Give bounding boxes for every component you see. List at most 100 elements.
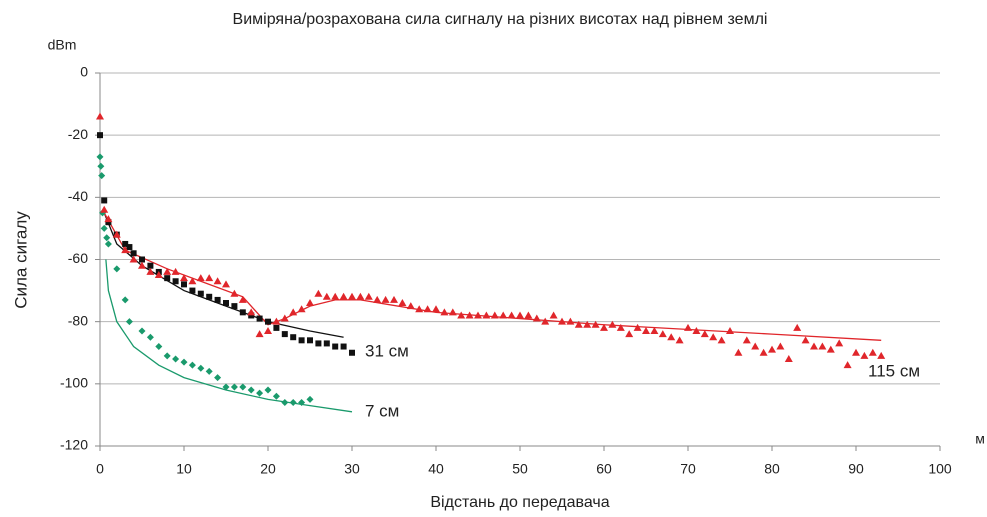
point [675,336,684,344]
point [298,398,306,406]
point [126,244,133,251]
point [97,162,105,170]
point [214,296,221,303]
point [415,305,424,313]
point [877,351,886,359]
point [197,364,205,372]
point [189,287,196,294]
point [684,323,692,331]
point [125,318,133,326]
point [138,327,146,335]
point [256,315,263,322]
point [348,292,356,300]
point [180,274,188,282]
point [281,398,289,406]
point [726,326,734,334]
point [322,292,331,300]
point [826,345,835,353]
point [100,224,108,232]
point [306,395,314,403]
point [331,292,340,300]
series-label: 31 см [365,341,409,360]
point [507,311,516,319]
point [96,153,104,161]
point [314,289,323,297]
point [289,308,298,316]
point [103,234,111,242]
point [265,318,271,325]
point [122,240,129,247]
x-tick-label: 20 [260,461,276,477]
y-unit: dBm [48,37,77,53]
point [339,292,348,300]
point [457,311,466,319]
point [574,320,583,328]
point [239,309,246,316]
x-tick-label: 0 [96,461,104,477]
point [196,274,205,282]
point [222,280,230,288]
point [516,311,524,319]
point [248,312,255,319]
point [247,308,256,316]
point [97,132,103,139]
point [230,289,239,297]
point [230,383,238,391]
point [633,323,642,331]
point [181,281,187,288]
point [205,274,214,282]
point [759,348,768,356]
point [213,277,222,285]
y-tick-label: -120 [60,437,88,453]
point [608,320,617,328]
point [448,308,457,316]
point [852,348,860,356]
point [440,308,449,316]
point [566,317,575,325]
point [180,358,188,366]
x-tick-label: 90 [848,461,864,477]
point [146,267,155,275]
point [332,343,339,350]
point [273,324,280,331]
point [490,311,499,319]
y-tick-label: -20 [68,126,88,142]
point [298,337,305,344]
point [147,262,154,269]
point [801,336,810,344]
x-tick-label: 60 [596,461,612,477]
point [340,343,347,350]
point [121,296,129,304]
point [104,215,113,223]
point [776,342,785,350]
point [381,295,390,303]
x-tick-label: 50 [512,461,528,477]
point [390,295,398,303]
y-tick-label: -60 [68,250,88,266]
point [171,267,180,275]
point [205,367,213,375]
x-tick-label: 30 [344,461,360,477]
x-tick-label: 80 [764,461,780,477]
point [146,333,154,341]
point [423,305,432,313]
point [113,265,121,273]
point [751,342,760,350]
point [188,277,197,285]
point [197,290,204,297]
point [499,311,508,319]
point [172,355,180,363]
point [642,326,650,334]
point [650,326,659,334]
point [289,398,297,406]
point [214,374,222,382]
x-tick-label: 100 [928,461,952,477]
point [600,323,608,331]
point [290,334,297,341]
point [734,348,743,356]
x-tick-label: 10 [176,461,192,477]
point [406,302,415,310]
point [307,337,313,344]
point [835,339,844,347]
